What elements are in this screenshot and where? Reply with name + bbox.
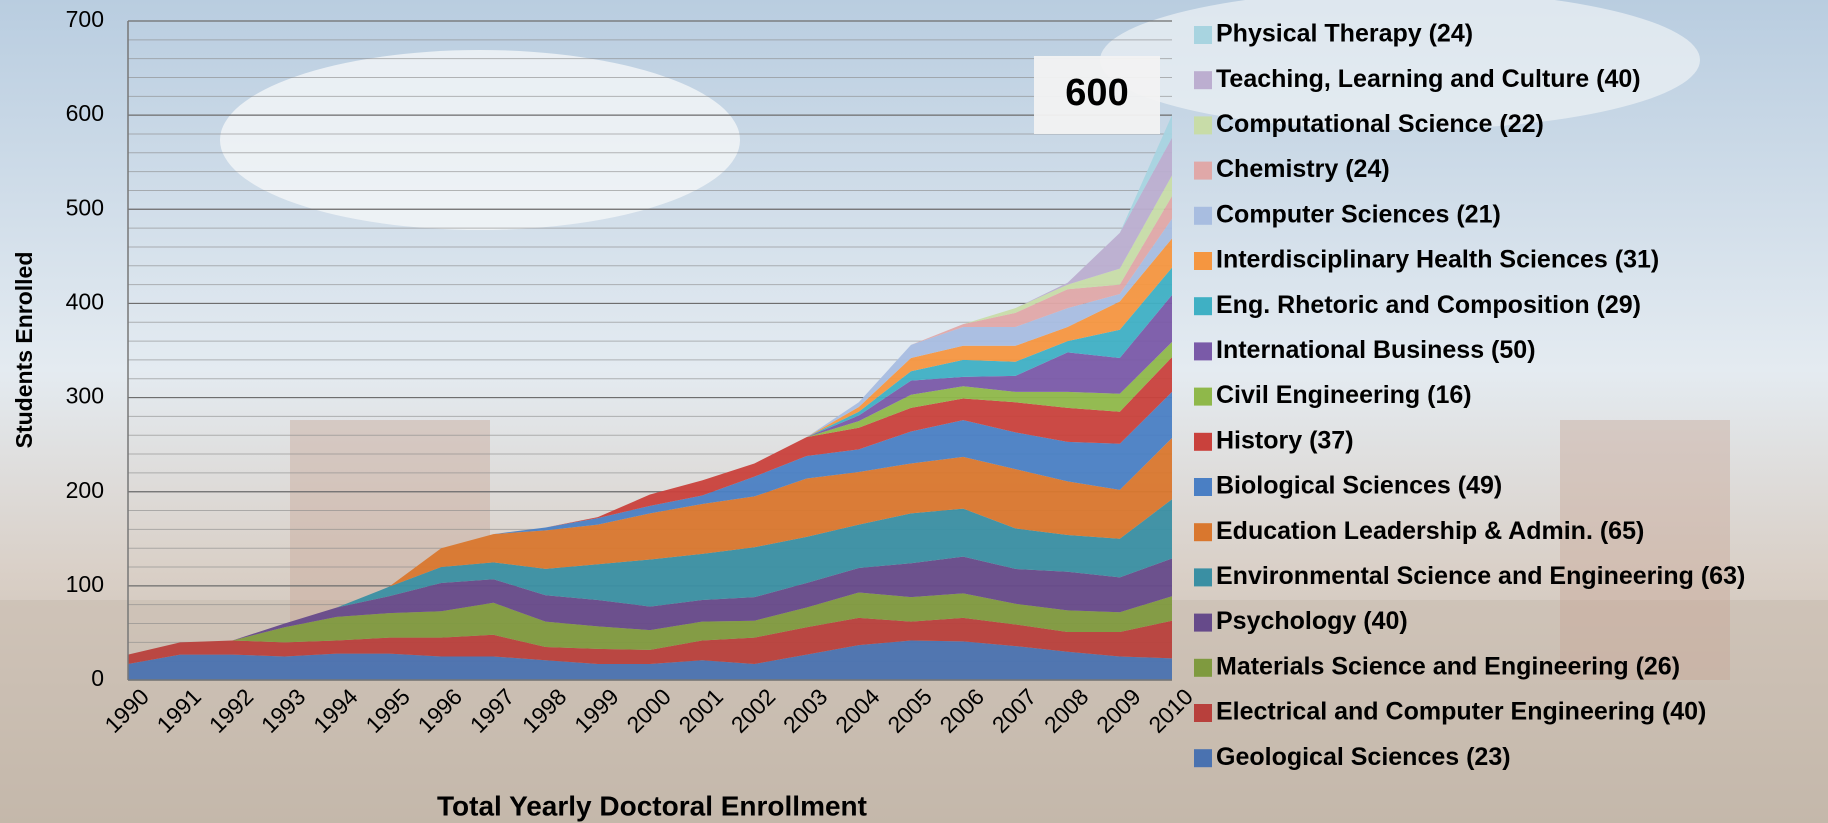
areas — [128, 115, 1172, 680]
legend-swatch — [1194, 252, 1212, 270]
legend-label: Interdisciplinary Health Sciences (31) — [1216, 246, 1659, 274]
legend-label: Computer Sciences (21) — [1216, 200, 1501, 228]
legend-swatch — [1194, 704, 1212, 722]
chart-title: Total Yearly Doctoral Enrollment — [437, 790, 867, 821]
legend-swatch — [1194, 478, 1212, 496]
legend-swatch — [1194, 161, 1212, 180]
y-tick-label: 300 — [66, 383, 104, 409]
legend-label: Education Leadership & Admin. (65) — [1216, 517, 1644, 545]
annotation: 600 — [1065, 72, 1128, 114]
legend: Geological Sciences (23) Electrical and C… — [1194, 20, 1745, 771]
y-tick-label: 100 — [66, 571, 104, 597]
area — [128, 294, 1172, 655]
tower — [1560, 420, 1730, 680]
y-tick-label: 600 — [66, 100, 104, 126]
legend-label: Chemistry (24) — [1216, 155, 1390, 183]
y-tick-label: 400 — [66, 289, 104, 315]
cloud — [220, 50, 740, 230]
legend-label: Teaching, Learning and Culture (40) — [1216, 65, 1641, 93]
legend-label: Computational Science (22) — [1216, 110, 1544, 138]
legend-swatch — [1194, 342, 1212, 361]
y-axis-label: Students Enrolled — [11, 252, 37, 449]
area — [128, 556, 1172, 655]
y-tick-label: 500 — [66, 194, 104, 220]
legend-swatch — [1194, 613, 1212, 632]
legend-swatch — [1194, 71, 1212, 90]
area — [128, 640, 1172, 680]
cloud — [1100, 0, 1700, 130]
legend-swatch — [1194, 26, 1212, 44]
area — [128, 617, 1172, 664]
legend-label: Environmental Science and Engineering (6… — [1216, 562, 1745, 590]
legend-swatch — [1194, 523, 1212, 542]
legend-label: History (37) — [1216, 426, 1354, 454]
area — [128, 391, 1172, 655]
legend-label: Civil Engineering (16) — [1216, 381, 1472, 409]
legend-label: Materials Science and Engineering (26) — [1216, 652, 1680, 680]
legend-label: Biological Sciences (49) — [1216, 472, 1502, 500]
legend-label: International Business (50) — [1216, 336, 1536, 364]
legend-swatch — [1194, 116, 1212, 135]
legend-swatch — [1194, 387, 1212, 406]
annotation-box — [1034, 56, 1160, 134]
legend-swatch — [1194, 749, 1212, 768]
legend-label: Eng. Rhetoric and Composition (29) — [1216, 291, 1641, 319]
legend-label: Electrical and Computer Engineering (40) — [1216, 698, 1706, 726]
area — [128, 592, 1172, 655]
area — [128, 357, 1172, 655]
y-tick-label: 0 — [91, 665, 104, 691]
area — [128, 499, 1172, 655]
legend-label: Psychology (40) — [1216, 607, 1408, 635]
legend-swatch — [1194, 297, 1212, 316]
y-tick-label: 700 — [66, 6, 104, 32]
y-tick-label: 200 — [66, 477, 104, 503]
legend-label: Physical Therapy (24) — [1216, 20, 1473, 48]
legend-swatch — [1194, 432, 1212, 451]
legend-swatch — [1194, 658, 1212, 677]
legend-swatch — [1194, 568, 1212, 587]
legend-swatch — [1194, 206, 1212, 225]
area — [128, 438, 1172, 655]
legend-label: Geological Sciences (23) — [1216, 743, 1511, 771]
